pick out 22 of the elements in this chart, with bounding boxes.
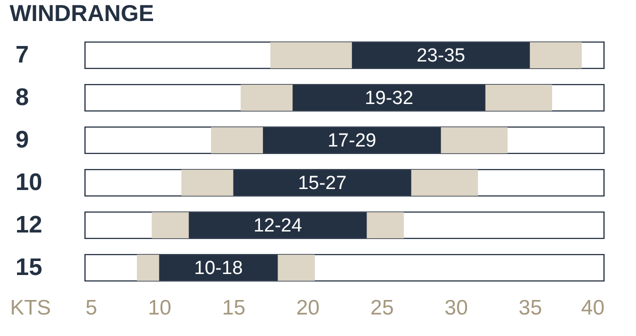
y-tick-label: 10: [16, 168, 42, 196]
data-label: 17-29: [328, 130, 376, 152]
x-axis-title: KTS: [10, 296, 51, 320]
data-label: 15-27: [298, 172, 347, 194]
x-tick-label: 20: [296, 296, 320, 320]
chart-title: WINDRANGE: [10, 0, 154, 26]
y-tick-label: 15: [16, 254, 42, 281]
data-label: 12-24: [253, 215, 302, 236]
x-tick-label: 15: [222, 296, 246, 320]
data-label: 10-18: [194, 258, 243, 279]
x-tick-label: 35: [518, 296, 542, 320]
y-tick-label: 8: [16, 84, 29, 111]
data-label: 19-32: [364, 88, 414, 109]
x-tick-label: 5: [86, 296, 98, 320]
x-tick-label: 10: [148, 296, 172, 320]
x-tick-label: 40: [581, 296, 604, 320]
y-tick-label: 9: [16, 126, 29, 154]
x-tick-label: 25: [370, 296, 394, 320]
y-tick-label: 7: [16, 41, 29, 68]
x-tick-label: 30: [444, 296, 468, 320]
data-label: 23-35: [416, 45, 466, 66]
y-tick-label: 12: [16, 211, 42, 238]
